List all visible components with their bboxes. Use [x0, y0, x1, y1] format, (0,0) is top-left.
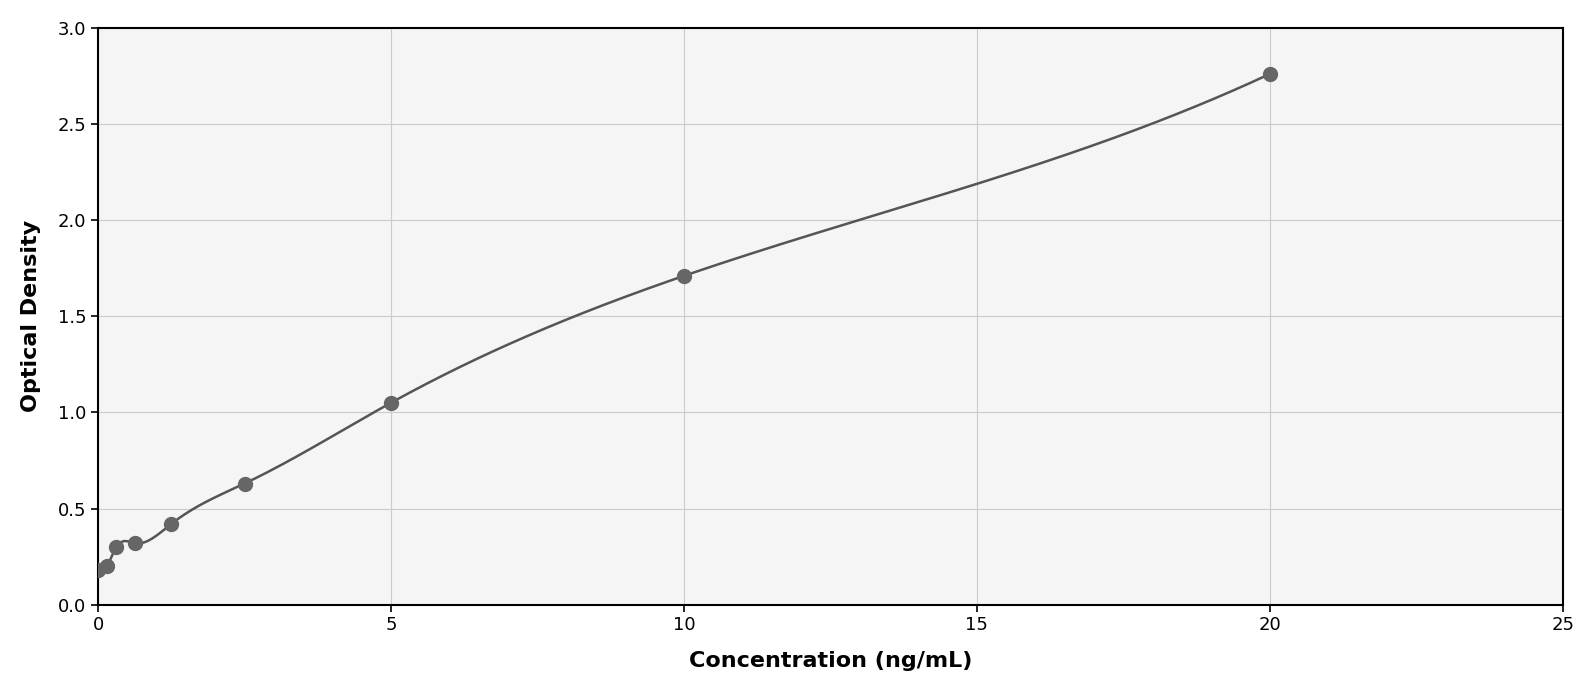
Point — [85, 565, 110, 576]
Point — [671, 271, 697, 282]
Point — [104, 541, 129, 552]
Point — [231, 478, 257, 489]
Y-axis label: Optical Density: Optical Density — [21, 220, 41, 412]
Point — [1257, 69, 1282, 80]
Point — [158, 518, 183, 529]
Point — [378, 397, 404, 408]
Point — [121, 538, 147, 549]
X-axis label: Concentration (ng/mL): Concentration (ng/mL) — [689, 651, 971, 671]
Point — [94, 561, 120, 572]
